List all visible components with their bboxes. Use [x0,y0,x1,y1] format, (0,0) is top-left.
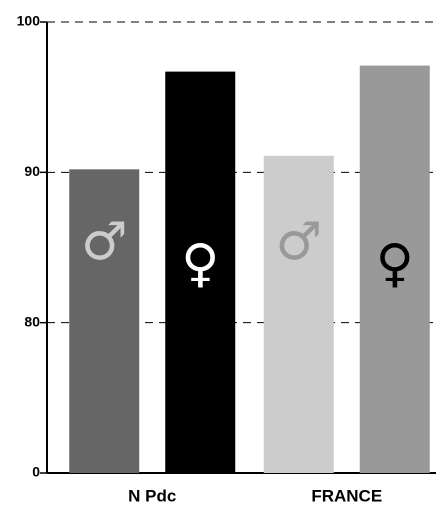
bar-symbol: ♂ [81,212,128,272]
x-tick-label: FRANCE [311,486,382,505]
bar [69,169,140,473]
bar [165,71,236,474]
bar-symbol: ♀ [181,234,219,294]
y-tick-label: 0 [32,464,40,480]
y-tick-label: 100 [17,13,41,29]
bar-symbol: ♂ [275,212,322,272]
y-tick-label: 80 [24,313,40,329]
bar [263,155,334,473]
bar-symbol: ♀ [376,234,414,294]
x-tick-label: N Pdc [128,486,176,505]
bar [359,65,430,473]
y-tick-label: 90 [24,163,40,179]
